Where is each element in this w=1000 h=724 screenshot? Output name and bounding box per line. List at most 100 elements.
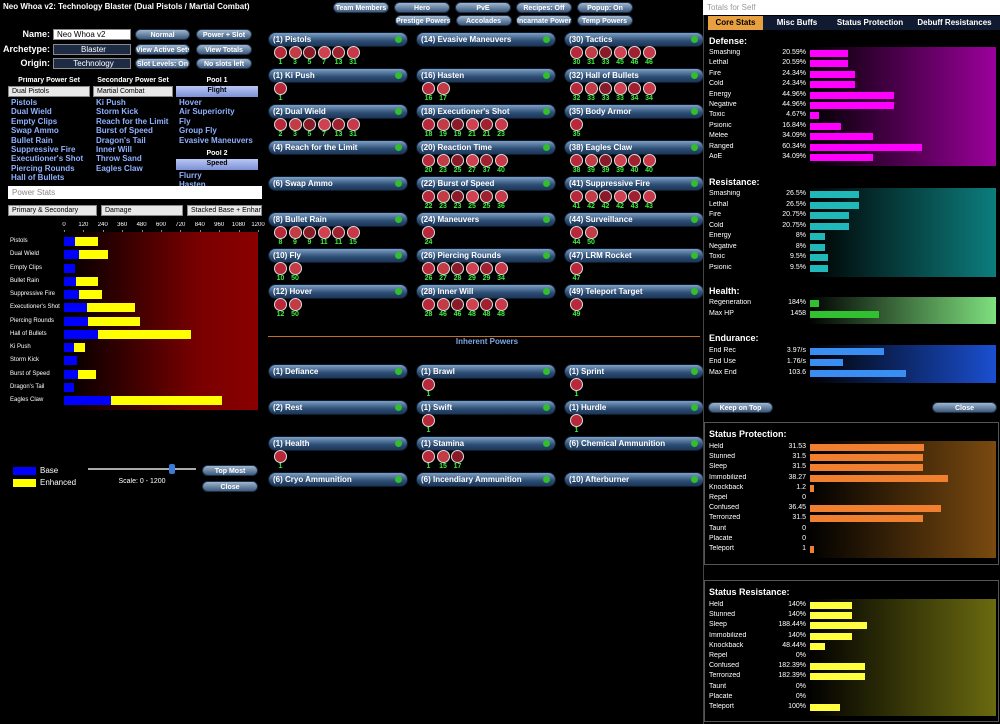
enhancement-slot[interactable] — [465, 118, 479, 131]
filter-dropdown[interactable]: Stacked Base + Enhanced — [187, 205, 262, 216]
power-pill[interactable]: (49) Teleport Target — [564, 284, 704, 299]
power-pill[interactable]: (1) Sprint — [564, 364, 704, 379]
enhancement-slot[interactable] — [451, 298, 464, 311]
power-pill[interactable]: (1) Brawl — [416, 364, 556, 379]
set-power[interactable]: Eagles Claw — [96, 163, 143, 173]
field-value[interactable]: Neo Whoa v2 — [53, 29, 131, 40]
enhancement-slot[interactable] — [465, 262, 479, 275]
power-pill[interactable]: (18) Executioner's Shot — [416, 104, 556, 119]
enhancement-slot[interactable] — [303, 226, 316, 239]
power-pill[interactable]: (24) Maneuvers — [416, 212, 556, 227]
enhancement-slot[interactable] — [570, 226, 583, 239]
set-dropdown[interactable]: Martial Combat — [93, 86, 173, 97]
enhancement-slot[interactable] — [451, 262, 464, 275]
enhancement-slot[interactable] — [274, 226, 287, 239]
button[interactable]: Close — [932, 402, 997, 413]
enhancement-slot[interactable] — [274, 450, 287, 463]
power-pill[interactable]: (6) Incendiary Ammunition — [416, 472, 556, 487]
set-power[interactable]: Evasive Maneuvers — [179, 135, 253, 145]
enhancement-slot[interactable] — [480, 298, 493, 311]
power-pill[interactable]: (8) Bullet Rain — [268, 212, 408, 227]
button[interactable]: Normal — [135, 29, 190, 40]
set-power[interactable]: Bullet Rain — [11, 135, 53, 145]
slider-track[interactable] — [88, 468, 196, 470]
button[interactable]: Popup: On — [577, 2, 633, 13]
enhancement-slot[interactable] — [584, 46, 598, 59]
filter-dropdown[interactable]: Damage — [101, 205, 183, 216]
tab[interactable]: Core Stats — [708, 16, 763, 30]
enhancement-slot[interactable] — [613, 82, 627, 95]
enhancement-slot[interactable] — [436, 262, 450, 275]
filter-dropdown[interactable]: Primary & Secondary — [8, 205, 97, 216]
set-power[interactable]: Burst of Speed — [96, 126, 153, 136]
enhancement-slot[interactable] — [288, 262, 302, 275]
power-pill[interactable]: (1) Ki Push — [268, 68, 408, 83]
enhancement-slot[interactable] — [494, 190, 508, 203]
enhancement-slot[interactable] — [422, 262, 435, 275]
enhancement-slot[interactable] — [465, 298, 479, 311]
enhancement-slot[interactable] — [274, 82, 287, 95]
power-pill[interactable]: (10) Afterburner — [564, 472, 704, 487]
enhancement-slot[interactable] — [303, 46, 316, 59]
set-power[interactable]: Throw Sand — [96, 154, 142, 164]
enhancement-slot[interactable] — [288, 118, 302, 131]
power-pill[interactable]: (14) Evasive Maneuvers — [416, 32, 556, 47]
button[interactable]: Team Members — [333, 2, 389, 13]
button[interactable]: Hero — [394, 2, 450, 13]
enhancement-slot[interactable] — [436, 154, 450, 167]
enhancement-slot[interactable] — [480, 154, 493, 167]
button[interactable]: Top Most — [202, 465, 258, 476]
set-power[interactable]: Pistols — [11, 98, 38, 107]
enhancement-slot[interactable] — [274, 46, 287, 59]
button[interactable]: Slot Levels: On — [135, 58, 190, 69]
enhancement-slot[interactable] — [274, 118, 287, 131]
power-pill[interactable]: (47) LRM Rocket — [564, 248, 704, 263]
enhancement-slot[interactable] — [422, 378, 435, 391]
set-dropdown[interactable]: Flight — [176, 86, 258, 97]
set-dropdown[interactable]: Dual Pistols — [8, 86, 90, 97]
button[interactable]: Accolades — [455, 15, 512, 26]
enhancement-slot[interactable] — [274, 262, 287, 275]
enhancement-slot[interactable] — [570, 262, 583, 275]
button[interactable]: Close — [202, 481, 258, 492]
power-pill[interactable]: (6) Chemical Ammunition — [564, 436, 704, 451]
enhancement-slot[interactable] — [599, 154, 612, 167]
power-pill[interactable]: (30) Tactics — [564, 32, 704, 47]
enhancement-slot[interactable] — [317, 118, 331, 131]
power-pill[interactable]: (44) Surveillance — [564, 212, 704, 227]
set-power[interactable]: Empty Clips — [11, 116, 58, 126]
enhancement-slot[interactable] — [628, 154, 641, 167]
enhancement-slot[interactable] — [465, 190, 479, 203]
enhancement-slot[interactable] — [599, 82, 612, 95]
enhancement-slot[interactable] — [494, 118, 508, 131]
power-pill[interactable]: (1) Stamina — [416, 436, 556, 451]
tab[interactable]: Status Protection — [831, 16, 909, 30]
enhancement-slot[interactable] — [451, 190, 464, 203]
power-pill[interactable]: (41) Suppressive Fire — [564, 176, 704, 191]
enhancement-slot[interactable] — [465, 154, 479, 167]
enhancement-slot[interactable] — [451, 154, 464, 167]
enhancement-slot[interactable] — [642, 82, 656, 95]
button[interactable]: Temp Powers — [576, 15, 633, 26]
button[interactable]: No slots left — [196, 58, 252, 69]
enhancement-slot[interactable] — [480, 262, 493, 275]
slider-knob[interactable] — [169, 464, 175, 474]
enhancement-slot[interactable] — [480, 118, 493, 131]
set-power[interactable]: Group Fly — [179, 126, 217, 136]
power-pill[interactable]: (26) Piercing Rounds — [416, 248, 556, 263]
set-power[interactable]: Swap Ammo — [11, 126, 59, 136]
enhancement-slot[interactable] — [570, 414, 583, 427]
enhancement-slot[interactable] — [436, 82, 450, 95]
power-pill[interactable]: (22) Burst of Speed — [416, 176, 556, 191]
button[interactable]: Power + Slot — [196, 29, 252, 40]
enhancement-slot[interactable] — [436, 118, 450, 131]
set-power[interactable]: Suppressive Fire — [11, 145, 76, 154]
set-power[interactable]: Storm Kick — [96, 107, 139, 117]
set-power[interactable]: Reach for the Limit — [96, 116, 169, 126]
tab[interactable]: Misc Buffs — [763, 16, 831, 30]
enhancement-slot[interactable] — [422, 226, 435, 239]
enhancement-slot[interactable] — [480, 190, 493, 203]
enhancement-slot[interactable] — [494, 154, 508, 167]
button[interactable]: Incarnate Powers — [516, 15, 572, 26]
enhancement-slot[interactable] — [570, 298, 583, 311]
